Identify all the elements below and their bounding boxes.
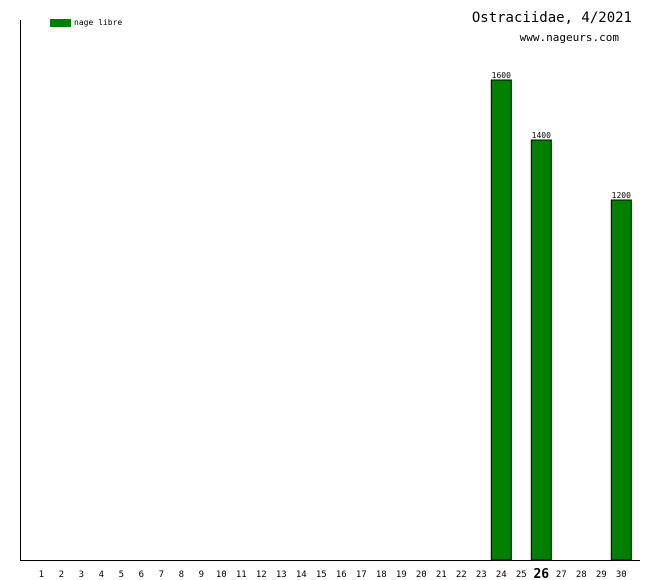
x-tick-label-3: 3 — [79, 570, 84, 580]
x-tick-label-4: 4 — [99, 570, 104, 580]
x-tick-label-12: 12 — [256, 570, 267, 580]
x-tick-label-27: 27 — [556, 570, 567, 580]
x-tick-label-20: 20 — [416, 570, 427, 580]
x-tick-label-21: 21 — [436, 570, 447, 580]
x-tick-label-29: 29 — [596, 570, 607, 580]
x-tick-label-1: 1 — [39, 570, 44, 580]
x-tick-label-7: 7 — [159, 570, 164, 580]
bar-day-24 — [490, 79, 512, 561]
x-tick-label-17: 17 — [356, 570, 367, 580]
x-tick-label-16: 16 — [336, 570, 347, 580]
bars-layer — [490, 79, 632, 561]
x-tick-label-23: 23 — [476, 570, 487, 580]
data-labels-layer: 1600 1400 1200 — [492, 71, 631, 200]
x-tick-label-15: 15 — [316, 570, 327, 580]
x-tick-label-2: 2 — [59, 570, 64, 580]
x-tick-label-6: 6 — [139, 570, 144, 580]
legend-label: nage libre — [74, 18, 122, 27]
x-tick-label-25: 25 — [516, 570, 527, 580]
x-tick-label-9: 9 — [199, 570, 204, 580]
x-tick-label-28: 28 — [576, 570, 587, 580]
x-tick-label-19: 19 — [396, 570, 407, 580]
x-tick-labels-layer: 1 2 3 4 5 6 7 8 9 10 11 12 13 14 15 16 17 18 19 20 21 22 23 24 2… — [39, 567, 627, 580]
x-tick-label-22: 22 — [456, 570, 467, 580]
x-tick-label-10: 10 — [216, 570, 227, 580]
x-tick-label-14: 14 — [296, 570, 307, 580]
x-tick-label-24: 24 — [496, 570, 507, 580]
x-tick-label-13: 13 — [276, 570, 287, 580]
x-tick-label-18: 18 — [376, 570, 387, 580]
x-tick-label-30: 30 — [616, 570, 627, 580]
bar-day-30 — [610, 199, 632, 561]
data-label-day-26: 1400 — [532, 131, 551, 140]
legend-swatch — [50, 19, 71, 27]
bar-day-26 — [530, 139, 552, 561]
data-label-day-24: 1600 — [492, 71, 511, 80]
chart-subtitle: www.nageurs.com — [520, 31, 620, 44]
x-tick-label-11: 11 — [236, 570, 247, 580]
x-tick-label-8: 8 — [179, 570, 184, 580]
data-label-day-30: 1200 — [612, 191, 631, 200]
x-tick-label-5: 5 — [119, 570, 124, 580]
x-tick-label-26: 26 — [533, 567, 549, 580]
chart-title: Ostraciidae, 4/2021 — [472, 10, 632, 26]
